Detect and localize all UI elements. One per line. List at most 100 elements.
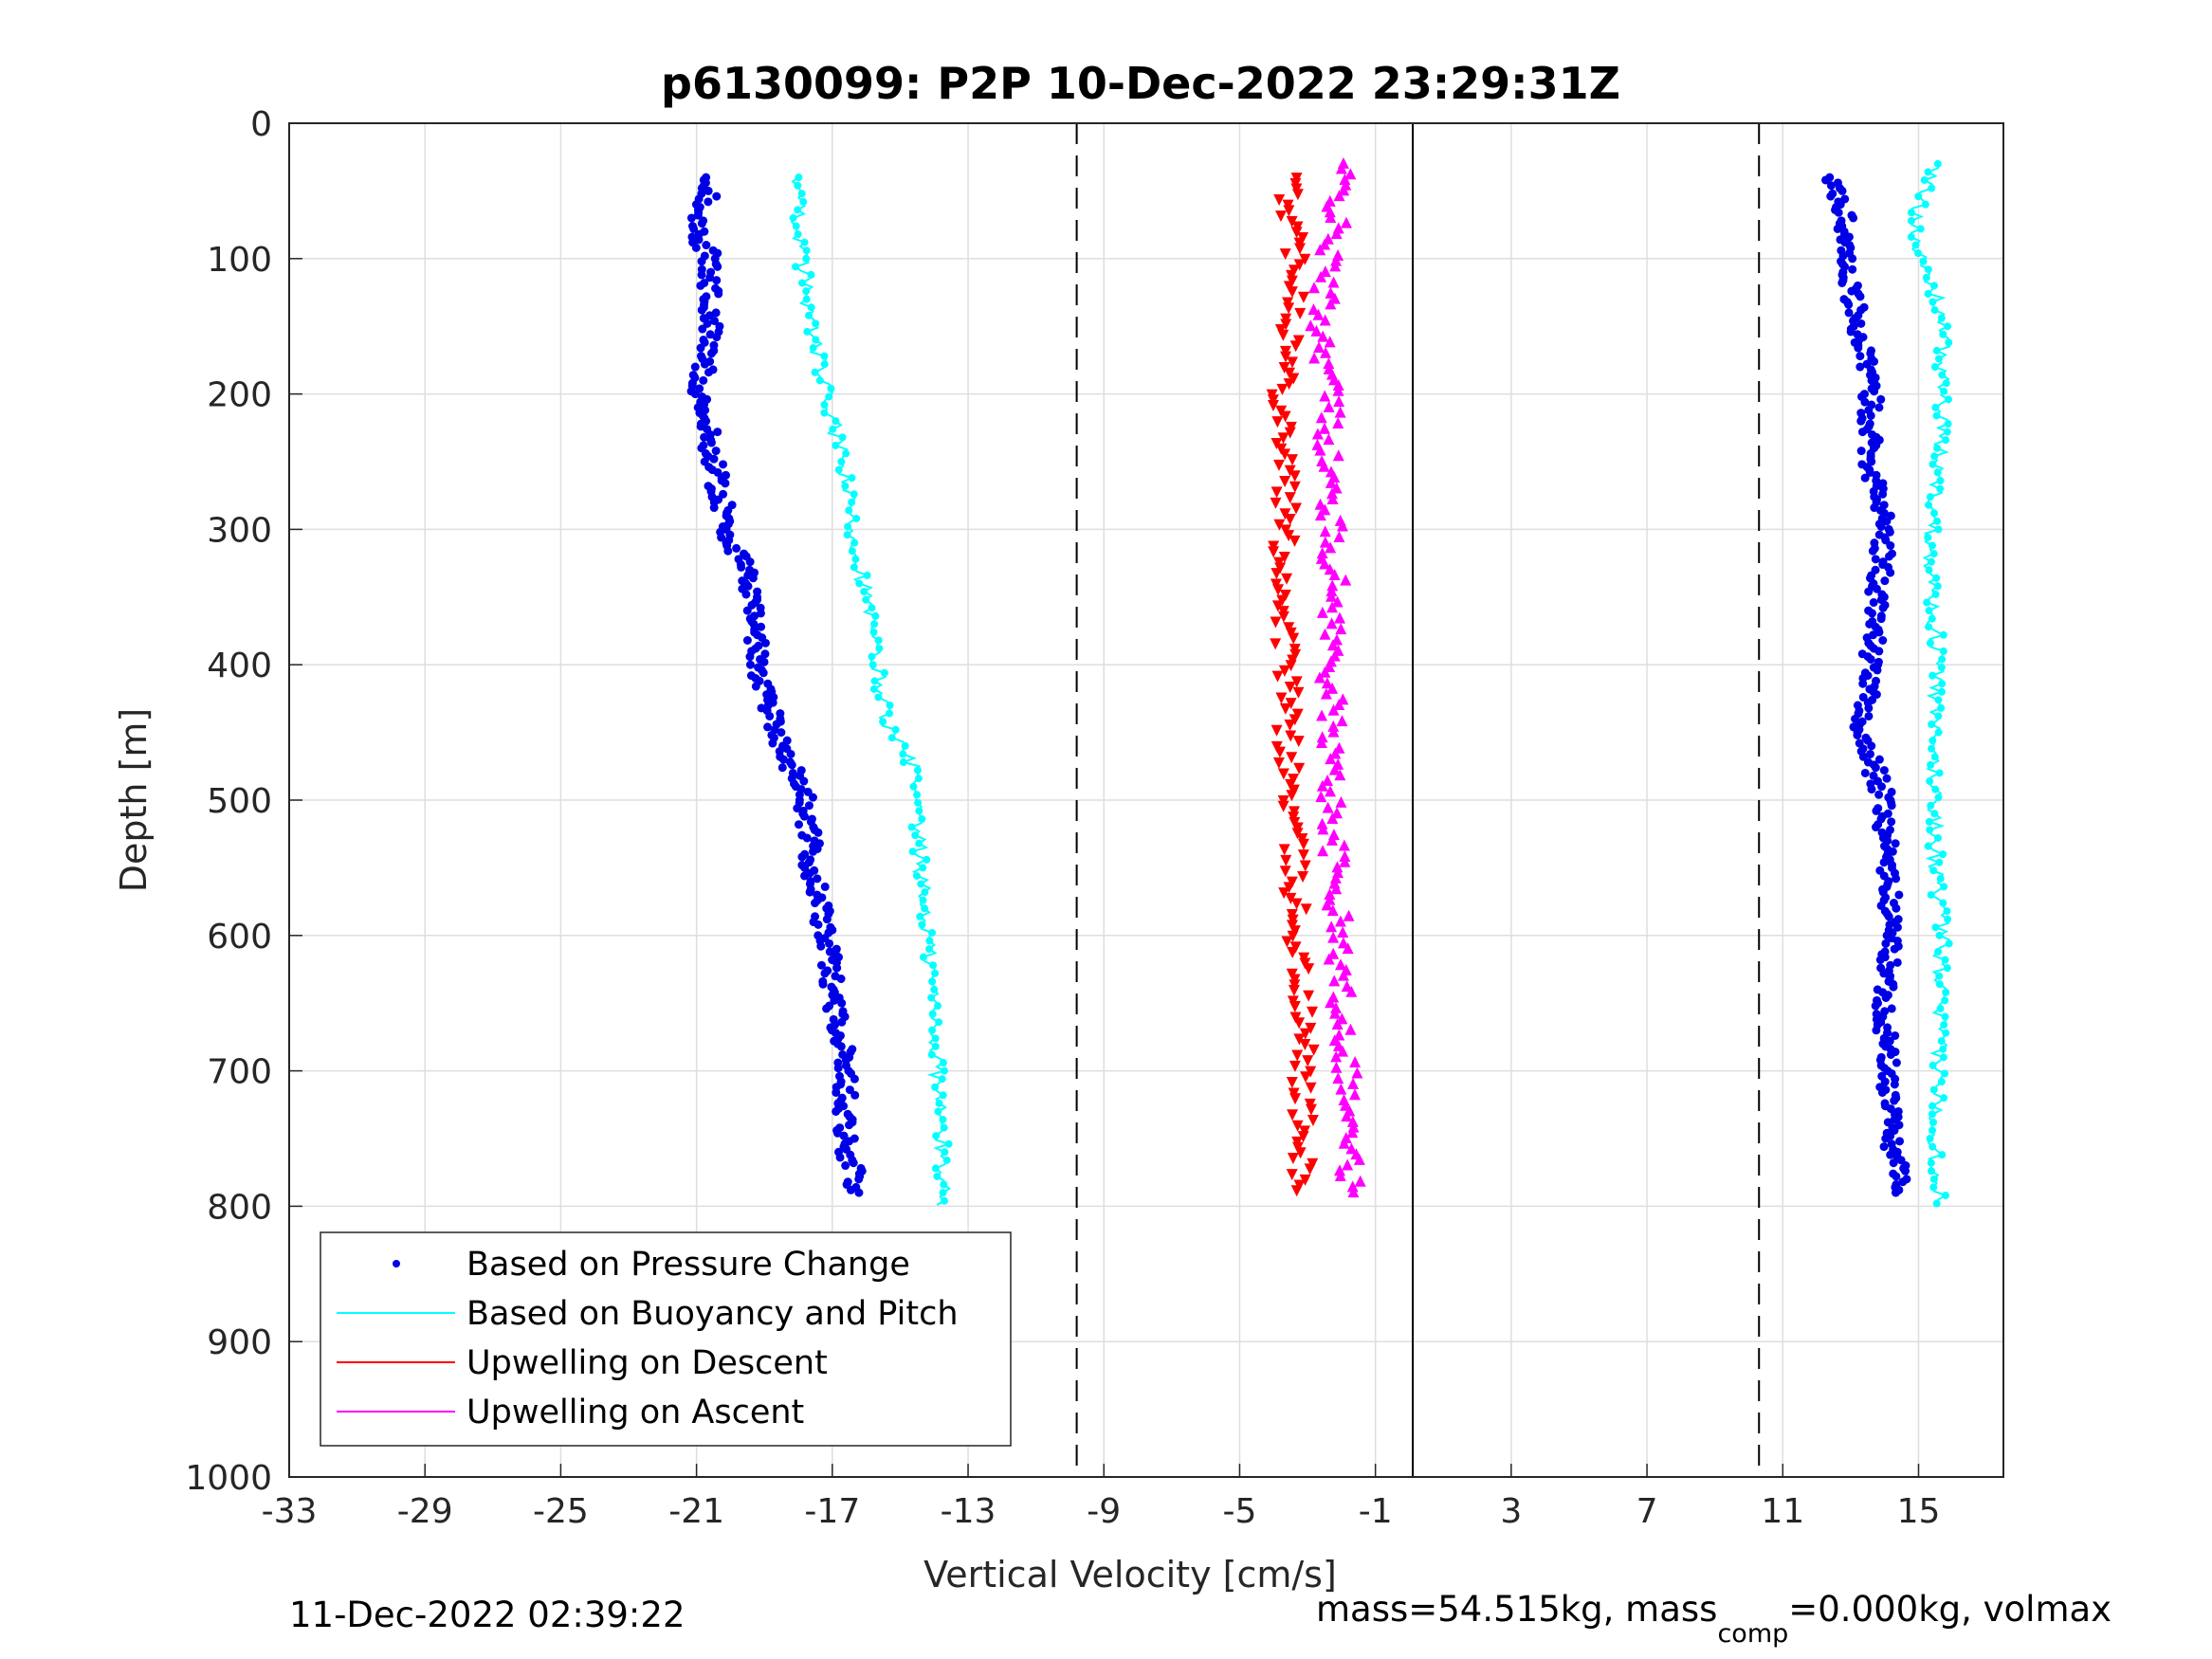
pressure-change-point <box>850 1074 859 1084</box>
upwelling-ascent-marker <box>1340 574 1352 586</box>
upwelling-ascent-marker <box>1329 747 1342 759</box>
upwelling-ascent-marker <box>1338 1137 1350 1149</box>
upwelling-descent-marker <box>1279 866 1291 878</box>
pressure-change-point <box>1871 1001 1880 1011</box>
pressure-change-point <box>1854 343 1863 353</box>
upwelling-descent-marker <box>1285 892 1297 904</box>
buoyancy-pitch-point <box>931 969 940 977</box>
upwelling-descent-marker <box>1293 1017 1306 1030</box>
y-tick-label: 700 <box>207 1053 272 1092</box>
buoyancy-pitch-point <box>1944 322 1952 331</box>
pressure-change-point <box>745 557 755 567</box>
upwelling-descent-marker <box>1271 568 1283 580</box>
upwelling-ascent-marker <box>1345 985 1358 997</box>
buoyancy-pitch-point <box>1936 484 1945 493</box>
pressure-change-point <box>836 974 846 983</box>
buoyancy-pitch-point <box>886 702 894 710</box>
upwelling-ascent-marker <box>1318 422 1330 434</box>
buoyancy-pitch-point <box>909 782 918 791</box>
buoyancy-pitch-point <box>1907 216 1915 225</box>
buoyancy-pitch-point <box>794 230 802 239</box>
buoyancy-pitch-point <box>1924 289 1932 298</box>
pressure-change-point <box>1834 208 1843 217</box>
upwelling-ascent-marker <box>1341 980 1353 993</box>
upwelling-descent-marker <box>1273 193 1286 206</box>
upwelling-descent-marker <box>1299 1174 1311 1186</box>
buoyancy-pitch-point <box>1937 703 1946 712</box>
buoyancy-pitch-point <box>799 197 808 206</box>
pressure-change-point <box>1874 403 1884 412</box>
pressure-change-point <box>1848 264 1857 274</box>
pressure-change-point <box>1864 703 1874 713</box>
pressure-change-point <box>699 375 708 385</box>
upwelling-descent-marker <box>1278 844 1290 856</box>
pressure-change-point <box>760 649 770 659</box>
y-tick-label: 600 <box>207 918 272 957</box>
pressure-change-point <box>1901 1166 1910 1176</box>
pressure-change-point <box>1844 308 1854 318</box>
upwelling-ascent-marker <box>1349 1056 1362 1068</box>
pressure-change-point <box>1870 356 1879 366</box>
pressure-change-point <box>759 668 768 678</box>
buoyancy-pitch-point <box>797 190 806 198</box>
upwelling-descent-marker <box>1273 746 1286 758</box>
buoyancy-pitch-point <box>1933 159 1942 168</box>
upwelling-descent-marker <box>1271 486 1283 499</box>
pressure-change-point <box>1873 665 1882 675</box>
buoyancy-pitch-point <box>1936 1004 1945 1012</box>
buoyancy-pitch-point <box>1907 232 1915 241</box>
upwelling-descent-marker <box>1267 400 1279 412</box>
upwelling-ascent-marker <box>1316 709 1328 721</box>
pressure-change-point <box>1882 774 1892 783</box>
pressure-change-point <box>1847 286 1856 296</box>
upwelling-descent-marker <box>1271 670 1284 683</box>
upwelling-ascent-marker <box>1315 270 1327 283</box>
buoyancy-pitch-point <box>1935 931 1944 939</box>
pressure-change-point <box>1879 858 1889 867</box>
upwelling-ascent-marker <box>1321 677 1333 689</box>
pressure-change-point <box>845 1121 854 1130</box>
buoyancy-pitch-point <box>1925 817 1933 826</box>
buoyancy-pitch-point <box>1928 184 1936 192</box>
legend: Based on Pressure Change Based on Buoyan… <box>320 1231 1012 1447</box>
buoyancy-pitch-point <box>918 814 926 823</box>
pressure-change-point <box>1876 522 1886 532</box>
buoyancy-pitch-point <box>820 352 829 360</box>
pressure-change-point <box>805 887 814 897</box>
buoyancy-pitch-point <box>1927 890 1935 899</box>
buoyancy-pitch-point <box>891 725 900 734</box>
pressure-change-point <box>1874 790 1884 799</box>
buoyancy-pitch-point <box>1932 411 1941 420</box>
upwelling-ascent-marker <box>1322 775 1334 787</box>
upwelling-descent-marker <box>1297 291 1309 303</box>
buoyancy-pitch-point <box>802 254 811 263</box>
buoyancy-pitch-point <box>935 1099 943 1107</box>
buoyancy-pitch-point <box>1927 557 1935 566</box>
buoyancy-pitch-point <box>1930 306 1939 315</box>
buoyancy-pitch-point <box>1924 842 1932 850</box>
upwelling-descent-marker <box>1292 736 1305 748</box>
buoyancy-pitch-point <box>1933 468 1942 477</box>
buoyancy-pitch-point <box>1942 1029 1950 1037</box>
buoyancy-pitch-point <box>1929 1118 1937 1126</box>
buoyancy-pitch-point <box>811 368 819 376</box>
buoyancy-pitch-point <box>901 741 909 750</box>
buoyancy-pitch-point <box>1940 883 1948 891</box>
series-pressure-change <box>686 173 1911 1197</box>
buoyancy-pitch-point <box>848 498 856 506</box>
pressure-change-point <box>818 979 828 989</box>
buoyancy-pitch-point <box>1939 850 1947 859</box>
upwelling-descent-marker <box>1270 497 1282 509</box>
pressure-change-point <box>1889 1158 1898 1168</box>
buoyancy-pitch-point <box>1938 655 1947 664</box>
buoyancy-pitch-point <box>1933 517 1942 525</box>
upwelling-ascent-marker <box>1328 763 1341 775</box>
upwelling-ascent-marker <box>1346 1115 1359 1127</box>
pressure-change-point <box>1892 874 1901 884</box>
pressure-change-point <box>712 276 722 285</box>
series-upwelling-ascent <box>1305 156 1366 1198</box>
upwelling-ascent-marker <box>1320 687 1332 700</box>
buoyancy-pitch-point <box>927 1050 936 1059</box>
pressure-change-point <box>700 359 709 369</box>
upwelling-ascent-marker <box>1329 260 1342 272</box>
